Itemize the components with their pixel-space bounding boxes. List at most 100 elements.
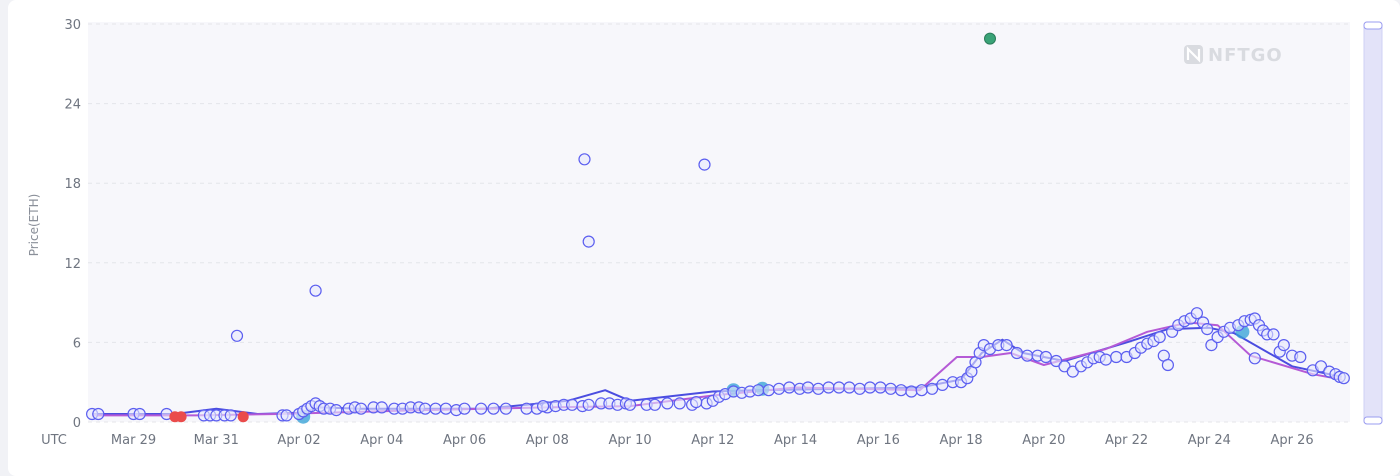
x-tick-label: Mar 29: [111, 433, 156, 448]
outliers-point[interactable]: [309, 284, 322, 297]
sales-point[interactable]: [1337, 372, 1350, 385]
x-tick-label: Apr 06: [443, 433, 486, 448]
y-tick-label: 24: [64, 98, 81, 113]
sales-point[interactable]: [1190, 307, 1204, 320]
outliers-point[interactable]: [698, 158, 711, 171]
outliers-point[interactable]: [582, 235, 595, 248]
sales-point[interactable]: [429, 402, 442, 415]
sales-point[interactable]: [458, 402, 471, 415]
x-tick-label: Mar 31: [194, 433, 239, 448]
sales-point[interactable]: [832, 381, 846, 394]
series-layer: [85, 32, 1350, 424]
red-point[interactable]: [175, 411, 187, 423]
green-point[interactable]: [984, 32, 996, 45]
sales-point[interactable]: [92, 407, 105, 421]
plot-area: [88, 22, 1350, 422]
y-tick-label: 30: [64, 18, 81, 33]
sales-point[interactable]: [648, 398, 662, 411]
zoom-slider[interactable]: [1363, 21, 1383, 425]
sales-point[interactable]: [1153, 331, 1166, 344]
sales-point[interactable]: [355, 402, 368, 415]
sales-point[interactable]: [690, 396, 703, 409]
y-tick-label: 12: [64, 257, 81, 272]
sales-point[interactable]: [874, 381, 887, 394]
sales-point[interactable]: [894, 384, 908, 397]
sales-point[interactable]: [1099, 353, 1113, 366]
sales-point[interactable]: [925, 382, 939, 395]
sales-point[interactable]: [905, 385, 918, 398]
sales-point[interactable]: [772, 382, 786, 395]
outliers-point[interactable]: [230, 329, 244, 342]
x-tick-label: Apr 24: [1188, 433, 1231, 448]
y-axis-label: Price(ETH): [27, 194, 41, 257]
sales-point[interactable]: [915, 384, 928, 397]
x-axis-corner-label: UTC: [41, 433, 67, 448]
sales-point[interactable]: [801, 381, 815, 394]
sales-point[interactable]: [1277, 339, 1290, 352]
x-tick-label: Apr 20: [1022, 433, 1065, 448]
y-tick-label: 6: [73, 336, 81, 351]
sales-point[interactable]: [936, 378, 949, 391]
x-tick-label: Apr 26: [1270, 433, 1313, 448]
zoom-slider-handle-bottom[interactable]: [1363, 416, 1383, 425]
sales-point[interactable]: [1267, 328, 1280, 341]
sales-point[interactable]: [673, 397, 686, 410]
red-point[interactable]: [237, 411, 249, 423]
zoom-slider-track: [1363, 21, 1383, 425]
sales-point[interactable]: [1110, 350, 1123, 364]
sales-point[interactable]: [520, 402, 533, 415]
x-tick-label: Apr 16: [857, 433, 900, 448]
sales-point[interactable]: [863, 381, 877, 394]
sales-point[interactable]: [752, 384, 765, 397]
sales-point[interactable]: [375, 401, 388, 414]
sales-point[interactable]: [582, 398, 595, 411]
x-tick-label: Apr 04: [360, 433, 403, 448]
sales-point[interactable]: [419, 402, 432, 415]
sales-point[interactable]: [853, 382, 866, 395]
sales-point[interactable]: [1039, 350, 1053, 364]
sales-point[interactable]: [661, 397, 674, 410]
x-tick-label: Apr 08: [526, 433, 569, 448]
sales-point[interactable]: [133, 407, 146, 421]
sales-point[interactable]: [565, 398, 579, 411]
nftgo-logo-glyph: [1186, 46, 1201, 63]
zoom-slider-handle-top[interactable]: [1363, 21, 1383, 30]
sales-point[interactable]: [1000, 339, 1013, 352]
sales-point[interactable]: [822, 381, 835, 394]
sales-point[interactable]: [623, 398, 637, 411]
sales-point[interactable]: [812, 382, 825, 395]
outliers-point[interactable]: [578, 153, 591, 166]
y-tick-label: 18: [64, 177, 81, 192]
sales-point[interactable]: [475, 402, 488, 415]
y-tick-label: 0: [73, 416, 81, 431]
watermark-text: NFTGO: [1208, 45, 1283, 66]
sales-point[interactable]: [1205, 339, 1218, 352]
sales-point[interactable]: [1248, 352, 1261, 365]
x-tick-label: Apr 22: [1105, 433, 1148, 448]
sales-point[interactable]: [487, 402, 500, 415]
nftgo-watermark: NFTGO: [1184, 45, 1283, 66]
x-tick-label: Apr 14: [774, 433, 817, 448]
sales-point[interactable]: [783, 381, 796, 394]
sales-point[interactable]: [1161, 358, 1175, 372]
x-tick-label: Apr 12: [691, 433, 734, 448]
sales-point[interactable]: [330, 404, 343, 417]
sales-point[interactable]: [884, 382, 897, 395]
sales-point[interactable]: [499, 402, 512, 415]
x-axis-ticks: Mar 29 Mar 31 Apr 02 Apr 04 Apr 06 Apr 08 Apr …: [111, 433, 1314, 448]
sales-point[interactable]: [536, 400, 550, 413]
sales-point[interactable]: [1021, 349, 1034, 362]
y-axis-ticks: 0 6 12 18 24 30: [64, 18, 81, 431]
x-tick-label: Apr 18: [939, 433, 982, 448]
sales-point[interactable]: [224, 409, 237, 422]
sales-point[interactable]: [1294, 350, 1307, 364]
sales-point[interactable]: [762, 384, 775, 397]
sales-point[interactable]: [439, 402, 452, 415]
sales-point[interactable]: [280, 409, 293, 422]
sales-point[interactable]: [1010, 346, 1024, 360]
sales-point[interactable]: [1201, 323, 1214, 336]
sales-point[interactable]: [843, 381, 856, 394]
x-tick-label: Apr 02: [277, 433, 320, 448]
x-tick-label: Apr 10: [608, 433, 651, 448]
